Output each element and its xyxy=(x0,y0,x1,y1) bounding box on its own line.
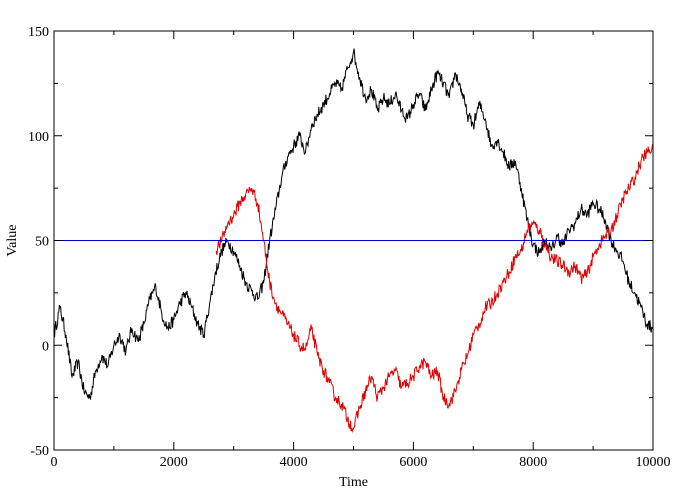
y-axis-title: Value xyxy=(5,225,20,257)
y-tick-label: -50 xyxy=(30,444,49,459)
x-tick-label: 6000 xyxy=(399,455,427,470)
x-tick-label: 0 xyxy=(51,455,58,470)
x-tick-label: 10000 xyxy=(636,455,671,470)
x-tick-label: 4000 xyxy=(280,455,308,470)
x-tick-label: 8000 xyxy=(519,455,547,470)
x-axis-title: Time xyxy=(339,475,368,490)
y-tick-label: 50 xyxy=(35,235,49,250)
x-tick-label: 2000 xyxy=(160,455,188,470)
series-line-0 xyxy=(53,48,654,400)
y-tick-label: 0 xyxy=(42,339,49,354)
series-layer xyxy=(53,48,654,434)
series-line-1 xyxy=(215,143,654,434)
y-tick-label: 150 xyxy=(28,25,49,40)
y-tick-label: 100 xyxy=(28,130,49,145)
